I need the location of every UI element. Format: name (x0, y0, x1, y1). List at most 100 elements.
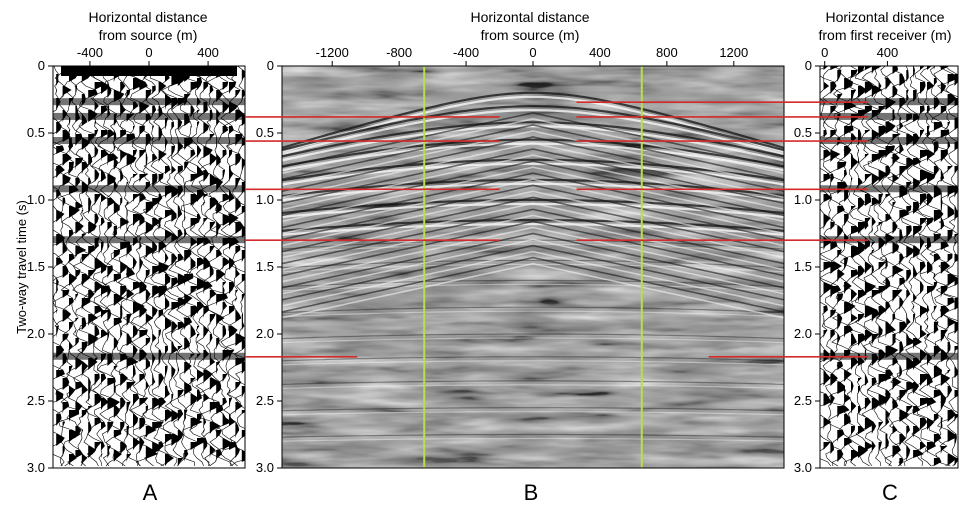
wiggle-trace (129, 66, 150, 467)
x-tick-label: 0 (145, 45, 152, 60)
panel-a-wiggle-traces (53, 66, 245, 467)
reflection-event (282, 198, 784, 215)
panel-c-label: C (882, 480, 898, 505)
reflection-event (282, 160, 784, 217)
wiggle-trace-fill (851, 70, 865, 462)
y-tick-label: 2.5 (27, 393, 45, 408)
reflection-event (282, 136, 784, 193)
y-tick-label: 2.0 (27, 326, 45, 341)
y-tick-label: 0.5 (27, 125, 45, 140)
reflection-event (282, 262, 784, 319)
wiggle-trace (941, 66, 958, 467)
y-tick-label: 3.0 (794, 460, 812, 475)
reflection-event (282, 91, 784, 149)
panel-c: Horizontal distance from first receiver … (794, 9, 959, 505)
panel-c-xlabel-line2: from first receiver (m) (819, 27, 952, 43)
wiggle-trace (935, 66, 958, 467)
wiggle-trace (929, 66, 951, 467)
wiggle-trace-fill (62, 66, 72, 458)
wiggle-trace (133, 66, 158, 467)
x-tick-label: -400 (77, 45, 103, 60)
wiggle-trace (186, 66, 207, 467)
wiggle-trace (97, 66, 120, 467)
wiggle-trace (71, 66, 91, 467)
wiggle-trace (846, 66, 869, 467)
x-tick-label: 400 (589, 45, 611, 60)
y-tick-label: 0 (38, 58, 45, 73)
wiggle-trace (875, 66, 899, 467)
reflector-band (820, 137, 958, 145)
wiggle-trace-fill (171, 74, 182, 446)
panel-b-vertical-markers (423, 66, 643, 468)
reflection-event (282, 380, 784, 385)
reflection-event (282, 337, 784, 344)
panel-b-y-ticks: 0 0.5 1.0 1.5 2.0 2.5 3.0 (256, 58, 282, 475)
wiggle-trace (77, 66, 99, 467)
wiggle-trace (839, 66, 865, 467)
wiggle-trace-fill (75, 66, 86, 458)
reflection-event (282, 219, 784, 232)
wiggle-trace (879, 66, 904, 467)
reflector-lines (245, 101, 868, 358)
reflector-band (820, 185, 958, 193)
reflector-band (820, 112, 958, 120)
panel-c-frame (819, 65, 959, 469)
wiggle-trace-fill (107, 66, 120, 458)
reflection-event (282, 243, 784, 254)
reflector-band (820, 236, 958, 244)
reflection-event (282, 250, 784, 307)
wiggle-trace-fill (81, 74, 91, 466)
panel-b: Horizontal distance from source (m) -120… (256, 9, 785, 505)
y-tick-label: 3.0 (27, 460, 45, 475)
reflector-band (53, 112, 245, 120)
reflection-event (282, 178, 784, 235)
wiggle-trace (230, 66, 245, 467)
y-tick-label: 1.0 (256, 192, 274, 207)
panel-b-frame (281, 65, 785, 469)
wiggle-trace-fill (184, 70, 193, 462)
reflection-event (282, 306, 784, 314)
wiggle-trace (153, 66, 176, 467)
y-tick-label: 1.0 (794, 192, 812, 207)
reflection-event (282, 433, 784, 438)
wiggle-trace-fill (88, 66, 98, 458)
panel-a-x-ticks: -400 0 400 (77, 45, 219, 66)
panel-a-xlabel-line2: from source (m) (99, 27, 198, 43)
reflection-event (282, 130, 784, 187)
x-tick-label: 0 (529, 45, 536, 60)
y-tick-label: 0.5 (256, 125, 274, 140)
reflection-event (282, 138, 784, 168)
wiggle-trace (824, 66, 850, 467)
wiggle-trace (161, 66, 182, 467)
y-tick-label: 0 (805, 58, 812, 73)
reflection-event (282, 158, 784, 182)
reflector-band (820, 98, 958, 106)
panel-a-y-ticks: 0 0.5 1.0 1.5 2.0 2.5 3.0 (27, 58, 53, 475)
reflection-event (282, 214, 784, 271)
y-tick-label: 2.5 (256, 393, 274, 408)
y-tick-label: 0.5 (794, 125, 812, 140)
wiggle-trace (917, 66, 937, 467)
x-tick-label: 0 (821, 45, 828, 60)
wiggle-trace (887, 66, 910, 467)
reflector-band (53, 137, 245, 145)
x-tick-label: -1200 (316, 45, 349, 60)
reflection-event (282, 105, 784, 152)
wiggle-trace-fill (913, 66, 924, 458)
reflection-event (282, 109, 784, 156)
x-tick-label: -800 (386, 45, 412, 60)
reflection-event (282, 190, 784, 247)
wiggle-trace (923, 66, 944, 467)
wiggle-trace-fill (69, 70, 81, 466)
wiggle-trace-fill (133, 78, 145, 450)
reflection-event (282, 279, 784, 288)
reflection-event (282, 360, 784, 366)
x-tick-label: 800 (656, 45, 678, 60)
y-tick-label: 2.0 (794, 326, 812, 341)
panel-a-label: A (143, 480, 158, 505)
wiggle-trace-fill (145, 66, 158, 462)
wiggle-trace (121, 66, 145, 467)
reflection-event (282, 333, 784, 340)
wiggle-trace (902, 66, 924, 467)
wiggle-trace (101, 66, 125, 467)
